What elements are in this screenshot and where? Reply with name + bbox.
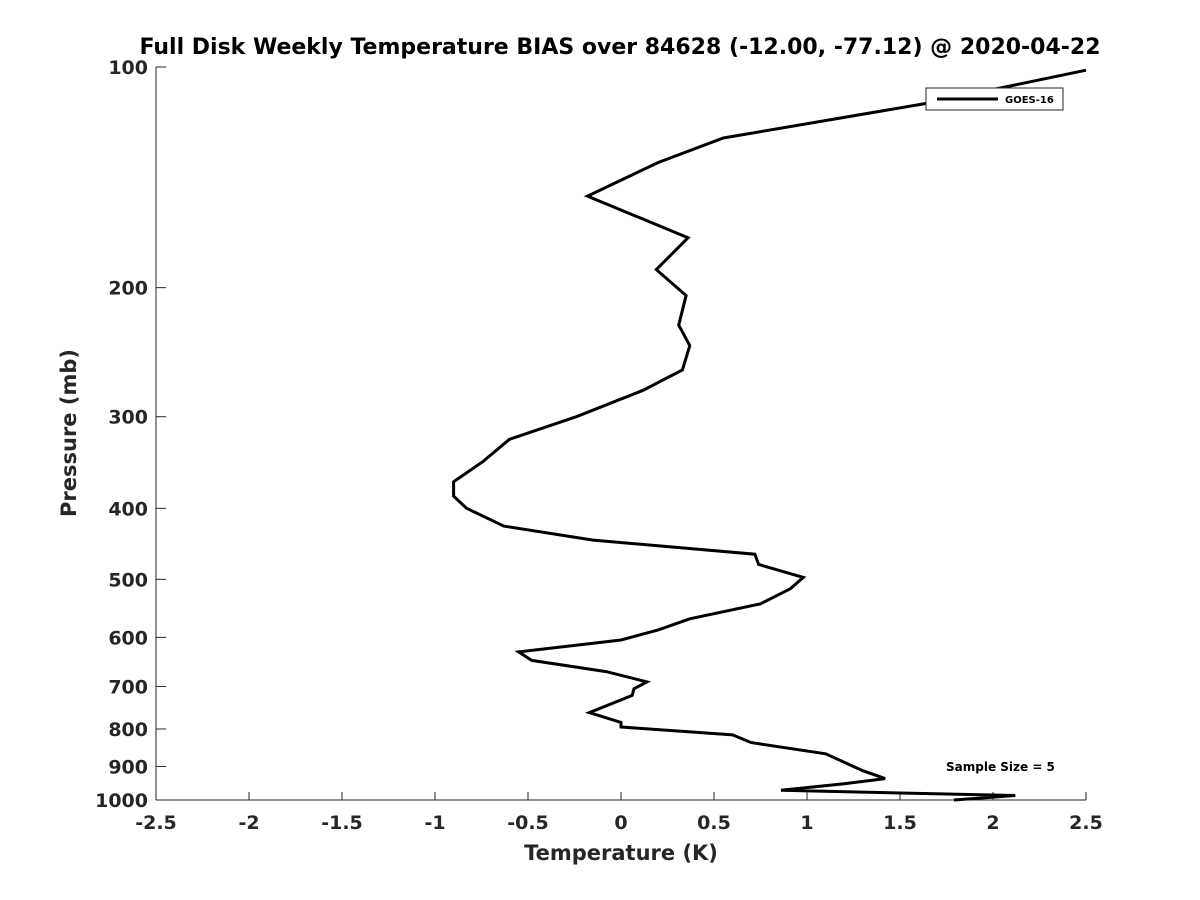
x-tick-label: 2.5 [1069, 812, 1103, 834]
legend-label-goes-16: GOES-16 [1005, 95, 1054, 106]
legend: GOES-16 [925, 87, 1064, 111]
x-tick-label: -1.5 [321, 812, 363, 834]
series-layer [452, 68, 1087, 802]
x-tick-label: 2 [986, 812, 999, 834]
x-tick-label: 1 [800, 812, 813, 834]
y-tick-label: 1000 [95, 790, 148, 812]
x-tick-label: -2 [238, 812, 259, 834]
y-tick-label: 700 [108, 676, 148, 698]
y-axis-ticks: 100 200 300 400 500 600 700 800 900 1000 [95, 57, 166, 812]
chart-title: Full Disk Weekly Temperature BIAS over 8… [139, 35, 1100, 60]
y-tick-label: 600 [108, 627, 148, 649]
x-axis-label: Temperature (K) [524, 841, 718, 865]
x-tick-label: -0.5 [507, 812, 549, 834]
y-tick-label: 900 [108, 756, 148, 778]
y-tick-label: 300 [108, 407, 148, 429]
y-tick-label: 500 [108, 569, 148, 591]
series-line-goes-16 [452, 68, 1087, 802]
x-axis-ticks: -2.5 -2 -1.5 -1 -0.5 0 0.5 1 1.5 2 2.5 [135, 792, 1103, 834]
x-tick-label: 1.5 [883, 812, 917, 834]
x-tick-label: -1 [424, 812, 445, 834]
x-tick-label: -2.5 [135, 812, 177, 834]
x-tick-label: 0.5 [697, 812, 731, 834]
y-tick-label: 100 [108, 57, 148, 79]
y-tick-label: 400 [108, 498, 148, 520]
y-tick-label: 800 [108, 719, 148, 741]
y-axis-label: Pressure (mb) [57, 349, 81, 517]
plot-axes [155, 67, 1086, 801]
y-tick-label: 200 [108, 278, 148, 300]
sample-size-annotation: Sample Size = 5 [946, 760, 1055, 774]
x-tick-label: 0 [614, 812, 627, 834]
